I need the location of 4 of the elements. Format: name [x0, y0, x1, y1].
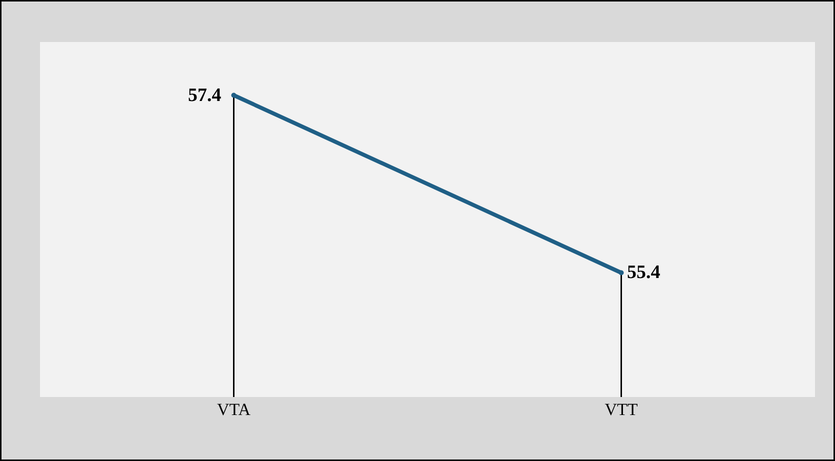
data-label: 57.4 [188, 85, 222, 106]
x-tick-label: VTT [604, 400, 638, 419]
x-tick-label: VTA [216, 400, 252, 419]
data-label: 55.4 [627, 262, 661, 283]
